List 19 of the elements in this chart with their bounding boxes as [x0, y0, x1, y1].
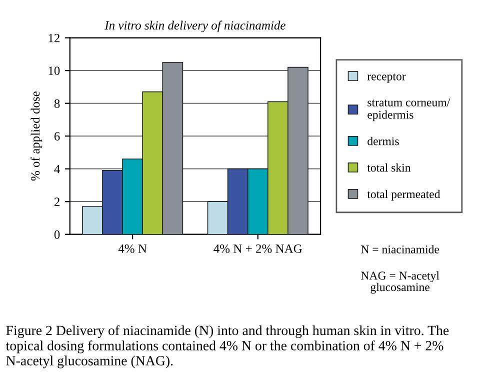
y-tick-label: 0: [54, 230, 60, 239]
y-tick-label: 2: [54, 198, 60, 206]
x-tick-label: 4% N + 2% NAG: [214, 244, 302, 253]
text: N = niacinamide: [361, 245, 440, 254]
y-tick-label: 8: [54, 99, 60, 108]
legend-label: receptor: [367, 74, 406, 83]
y-tick-label: 4: [54, 164, 60, 174]
y-tick-label: 6: [54, 132, 60, 141]
legend-label: dermis: [368, 136, 399, 146]
caption: Figure 2 Delivery of niacinamide (N) into and through human skin in vitro. The topical dosing formulations contained 4% N or the combination of 4% N + 2% N-acetyl glucosamine (NAG).: [6, 325, 449, 368]
legend-label: stratum corneum/epidermis: [368, 98, 450, 122]
legend-label: total skin: [367, 163, 411, 172]
x-tick-label: 4% N: [118, 244, 147, 253]
legend-label: total permeated: [367, 190, 440, 201]
y-tick-label: 10: [48, 66, 60, 76]
chart-title: In vitro skin delivery of niacinamide: [104, 20, 286, 32]
text: NAG = N-acetyl glucosamine: [361, 271, 440, 294]
y-axis-title: % of applied dose: [30, 92, 42, 181]
y-tick-label: 12: [48, 34, 60, 42]
